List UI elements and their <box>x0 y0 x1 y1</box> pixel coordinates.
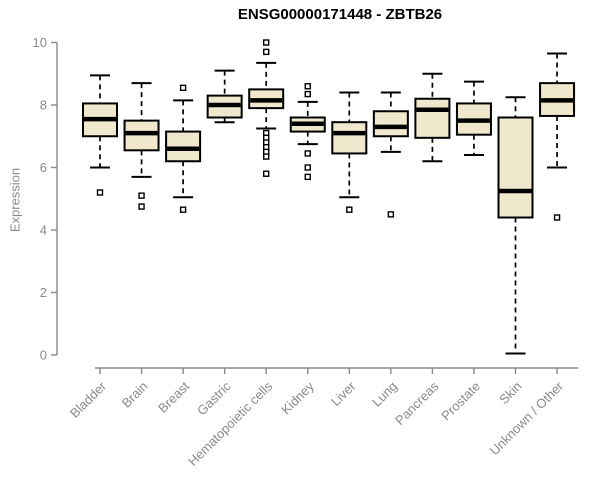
outlier-point <box>346 206 353 213</box>
outlier-point <box>387 211 395 218</box>
iqr-box <box>123 119 160 152</box>
x-tick-label: Bladder <box>67 378 110 421</box>
y-tick-label: 10 <box>33 35 47 50</box>
iqr-box <box>165 130 202 163</box>
iqr-box <box>372 110 409 138</box>
outlier-point <box>138 203 145 210</box>
y-tick-label: 6 <box>40 160 47 175</box>
outlier-point <box>263 170 270 177</box>
iqr-box <box>331 121 368 155</box>
outlier-point <box>304 164 311 171</box>
x-tick-label: Skin <box>496 379 524 407</box>
x-tick-label: Pancreas <box>392 378 442 428</box>
x-tick-label: Kidney <box>278 378 317 417</box>
outlier-point <box>304 83 311 90</box>
outlier-point <box>304 150 311 157</box>
outlier-point <box>263 39 270 46</box>
outlier-point <box>96 189 104 196</box>
x-tick-label: Lung <box>369 379 400 410</box>
outlier-point <box>263 153 270 160</box>
y-tick-label: 0 <box>40 348 47 363</box>
outlier-point <box>179 206 187 213</box>
outlier-point <box>304 90 311 98</box>
y-tick-label: 4 <box>40 223 47 238</box>
x-tick-label: Liver <box>328 378 359 409</box>
x-tick-label: Unknown / Other <box>487 378 567 458</box>
outlier-point <box>138 192 145 199</box>
x-tick-label: Gastric <box>194 378 234 418</box>
x-tick-label: Brain <box>119 379 151 411</box>
iqr-box <box>497 116 534 219</box>
outlier-point <box>263 48 270 56</box>
iqr-box <box>414 97 451 139</box>
outlier-point <box>553 214 561 221</box>
outlier-point <box>304 173 311 181</box>
outlier-point <box>179 84 187 92</box>
y-tick-label: 2 <box>40 285 47 300</box>
x-tick-label: Breast <box>155 378 192 415</box>
chart-title: ENSG00000171448 - ZBTB26 <box>237 6 443 23</box>
x-tick-label: Prostate <box>438 379 483 424</box>
y-tick-label: 8 <box>40 98 47 113</box>
